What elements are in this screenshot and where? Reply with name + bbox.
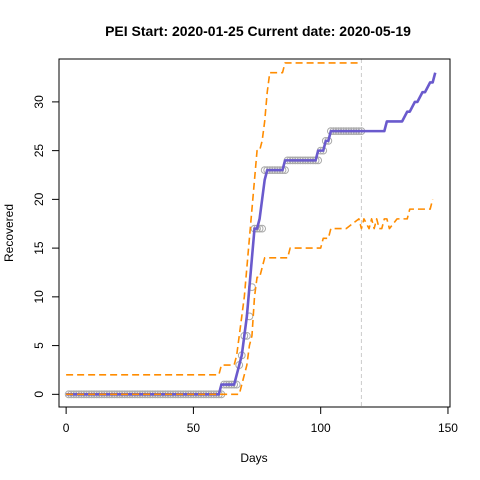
y-tick-label: 15 — [32, 241, 46, 255]
y-tick-label: 30 — [32, 95, 46, 109]
plot-frame — [58, 58, 451, 408]
y-tick-label: 10 — [32, 290, 46, 304]
x-axis: 0 50 100 150 — [63, 406, 458, 435]
y-tick-label: 25 — [32, 144, 46, 158]
chart-title: PEI Start: 2020-01-25 Current date: 2020… — [105, 23, 411, 39]
x-tick-label: 150 — [438, 421, 458, 435]
y-tick-label: 0 — [32, 391, 46, 398]
upper-band-line — [66, 62, 359, 376]
y-tick-label: 5 — [32, 342, 46, 349]
x-tick-label: 50 — [187, 421, 201, 435]
x-tick-label: 0 — [63, 421, 70, 435]
fit-line — [66, 72, 437, 396]
y-axis: 0 5 10 15 20 25 30 — [32, 95, 60, 398]
observed-point — [258, 224, 267, 233]
y-axis-label: Recovered — [2, 204, 16, 262]
y-tick-label: 20 — [32, 192, 46, 206]
x-tick-label: 100 — [311, 421, 331, 435]
lower-band-line — [66, 199, 434, 396]
x-axis-label: Days — [240, 451, 267, 465]
plot-area — [64, 59, 437, 407]
